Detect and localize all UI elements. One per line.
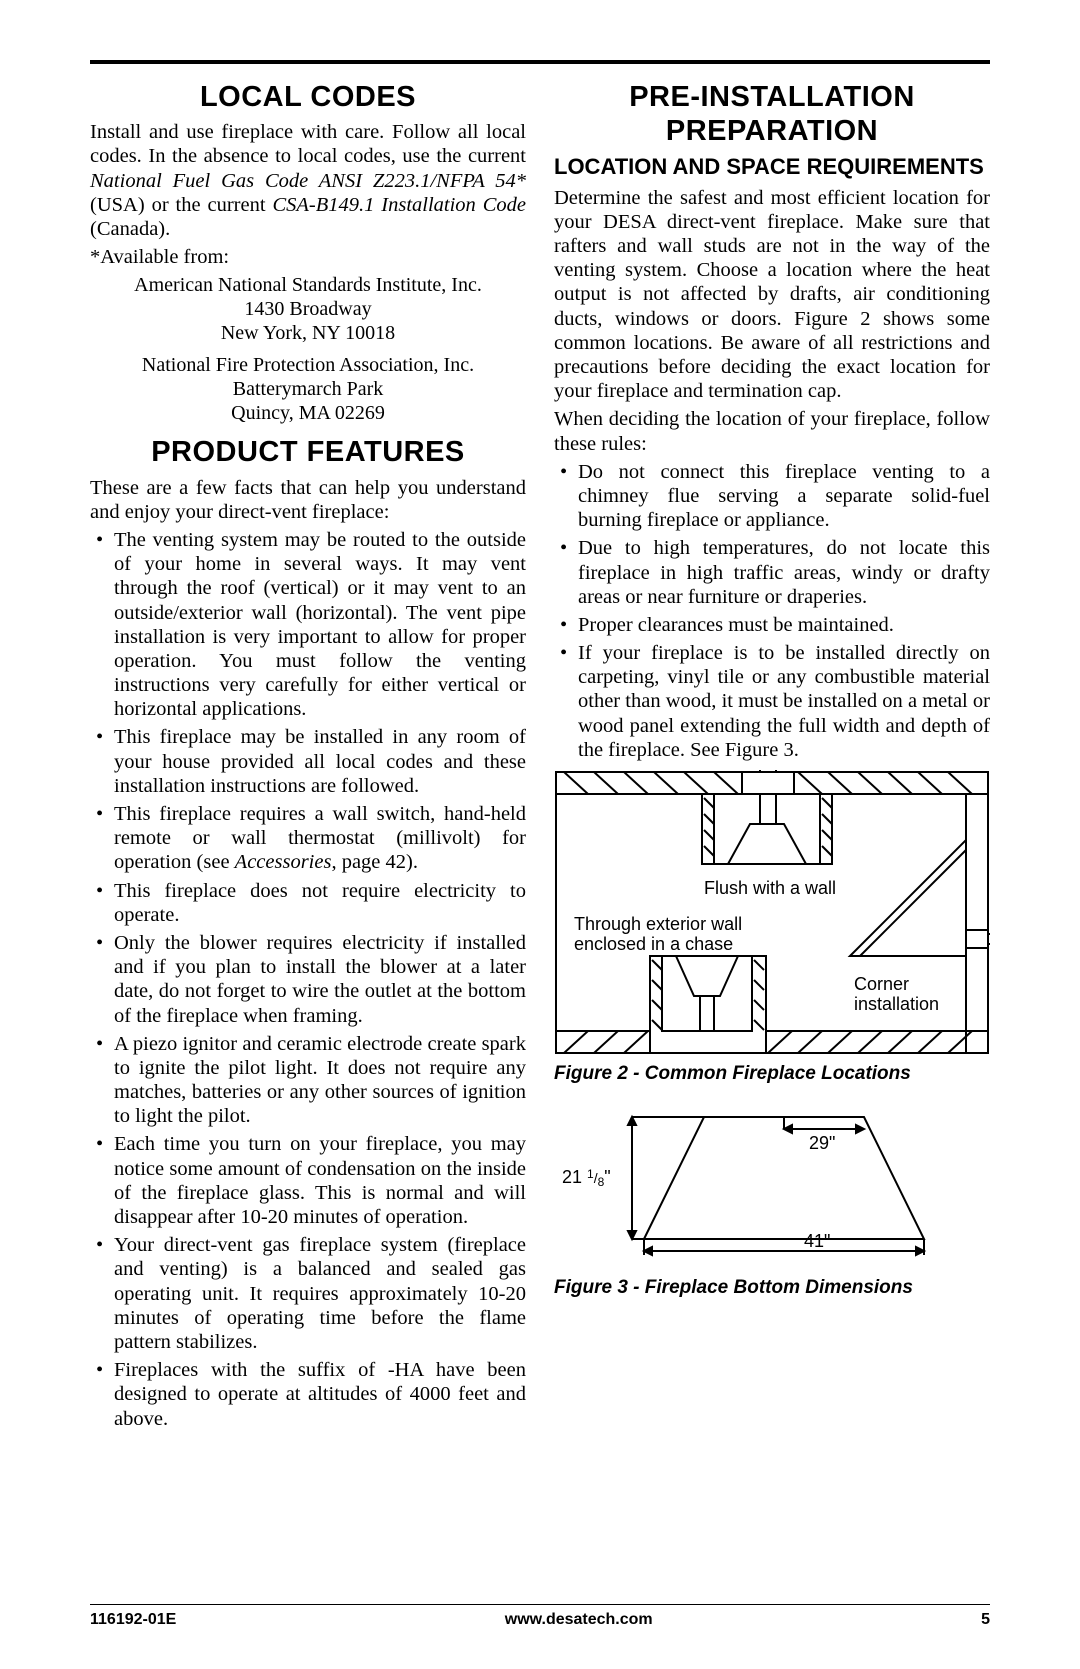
pi-bullet-list: Do not connect this fireplace venting to…	[554, 460, 990, 762]
addr-line: Batterymarch Park	[90, 377, 526, 401]
available-from: *Available from:	[90, 245, 526, 269]
figure-2-svg: Flush with a wall Through exterior wall …	[554, 770, 990, 1055]
list-item: Due to high temperatures, do not locate …	[578, 536, 990, 609]
subheading-location: LOCATION AND SPACE REQUIREMENTS	[554, 154, 990, 179]
fig2-label-through1: Through exterior wall	[574, 914, 742, 934]
figure-2: Flush with a wall Through exterior wall …	[554, 770, 990, 1055]
pf-intro: These are a few facts that can help you …	[90, 476, 526, 524]
list-item: Each time you turn on your fireplace, yo…	[114, 1132, 526, 1229]
page-footer: 116192-01E www.desatech.com 5	[90, 1604, 990, 1629]
text: (USA) or the current	[90, 194, 272, 216]
fig2-label-flush: Flush with a wall	[704, 878, 836, 898]
figure-3-caption: Figure 3 - Fireplace Bottom Dimensions	[554, 1277, 990, 1299]
fig2-label-corner2: installation	[854, 994, 939, 1014]
text: Install and use fireplace with care. Fol…	[90, 121, 526, 167]
fig3-dim-top: 29"	[809, 1133, 835, 1153]
text-italic: National Fuel Gas Code ANSI Z223.1/NFPA …	[90, 170, 526, 192]
content-columns: LOCAL CODES Install and use fireplace wi…	[90, 76, 990, 1435]
figure-3-svg: 29" 41" 21 1/8"	[554, 1099, 954, 1269]
list-item: Proper clearances must be maintained.	[578, 613, 990, 637]
addr-line: 1430 Broadway	[90, 297, 526, 321]
heading-pre-installation: PRE-INSTALLATION PREPARATION	[554, 80, 990, 148]
left-column: LOCAL CODES Install and use fireplace wi…	[90, 76, 526, 1435]
list-item: This fireplace may be installed in any r…	[114, 725, 526, 798]
addr-line: New York, NY 10018	[90, 321, 526, 345]
pi-p1: Determine the safest and most efficient …	[554, 186, 990, 404]
addr-line: American National Standards Institute, I…	[90, 273, 526, 297]
local-codes-p1: Install and use fireplace with care. Fol…	[90, 120, 526, 241]
right-column: PRE-INSTALLATION PREPARATION LOCATION AN…	[554, 76, 990, 1435]
list-item: This fireplace does not require electric…	[114, 879, 526, 927]
pi-p2: When deciding the location of your firep…	[554, 407, 990, 455]
footer-website: www.desatech.com	[505, 1611, 653, 1629]
footer-page-number: 5	[981, 1611, 990, 1629]
fig2-label-through2: enclosed in a chase	[574, 934, 733, 954]
list-item: If your fireplace is to be installed dir…	[578, 641, 990, 762]
footer-doc-number: 116192-01E	[90, 1611, 176, 1629]
list-item: Do not connect this fireplace venting to…	[578, 460, 990, 533]
heading-product-features: PRODUCT FEATURES	[90, 435, 526, 469]
top-rule	[90, 60, 990, 64]
list-item: A piezo ignitor and ceramic electrode cr…	[114, 1032, 526, 1129]
figure-2-caption: Figure 2 - Common Fireplace Locations	[554, 1063, 990, 1085]
addr-line: Quincy, MA 02269	[90, 401, 526, 425]
text-italic: CSA-B149.1 Installation Code	[272, 194, 526, 216]
pf-bullet-list: The venting system may be routed to the …	[90, 528, 526, 1431]
fig3-dim-left: 21 1/8"	[562, 1167, 611, 1189]
fig2-label-corner1: Corner	[854, 974, 909, 994]
list-item: Fireplaces with the suffix of -HA have b…	[114, 1358, 526, 1431]
fig3-dim-bottom: 41"	[804, 1231, 830, 1251]
list-item: This fireplace requires a wall switch, h…	[114, 802, 526, 875]
text: (Canada).	[90, 218, 170, 240]
addr-line: National Fire Protection Association, In…	[90, 353, 526, 377]
figure-3: 29" 41" 21 1/8"	[554, 1099, 990, 1269]
address-ansi: American National Standards Institute, I…	[90, 273, 526, 345]
list-item: Only the blower requires electricity if …	[114, 931, 526, 1028]
list-item: Your direct-vent gas fireplace system (f…	[114, 1233, 526, 1354]
list-item: The venting system may be routed to the …	[114, 528, 526, 722]
address-nfpa: National Fire Protection Association, In…	[90, 353, 526, 425]
heading-local-codes: LOCAL CODES	[90, 80, 526, 114]
